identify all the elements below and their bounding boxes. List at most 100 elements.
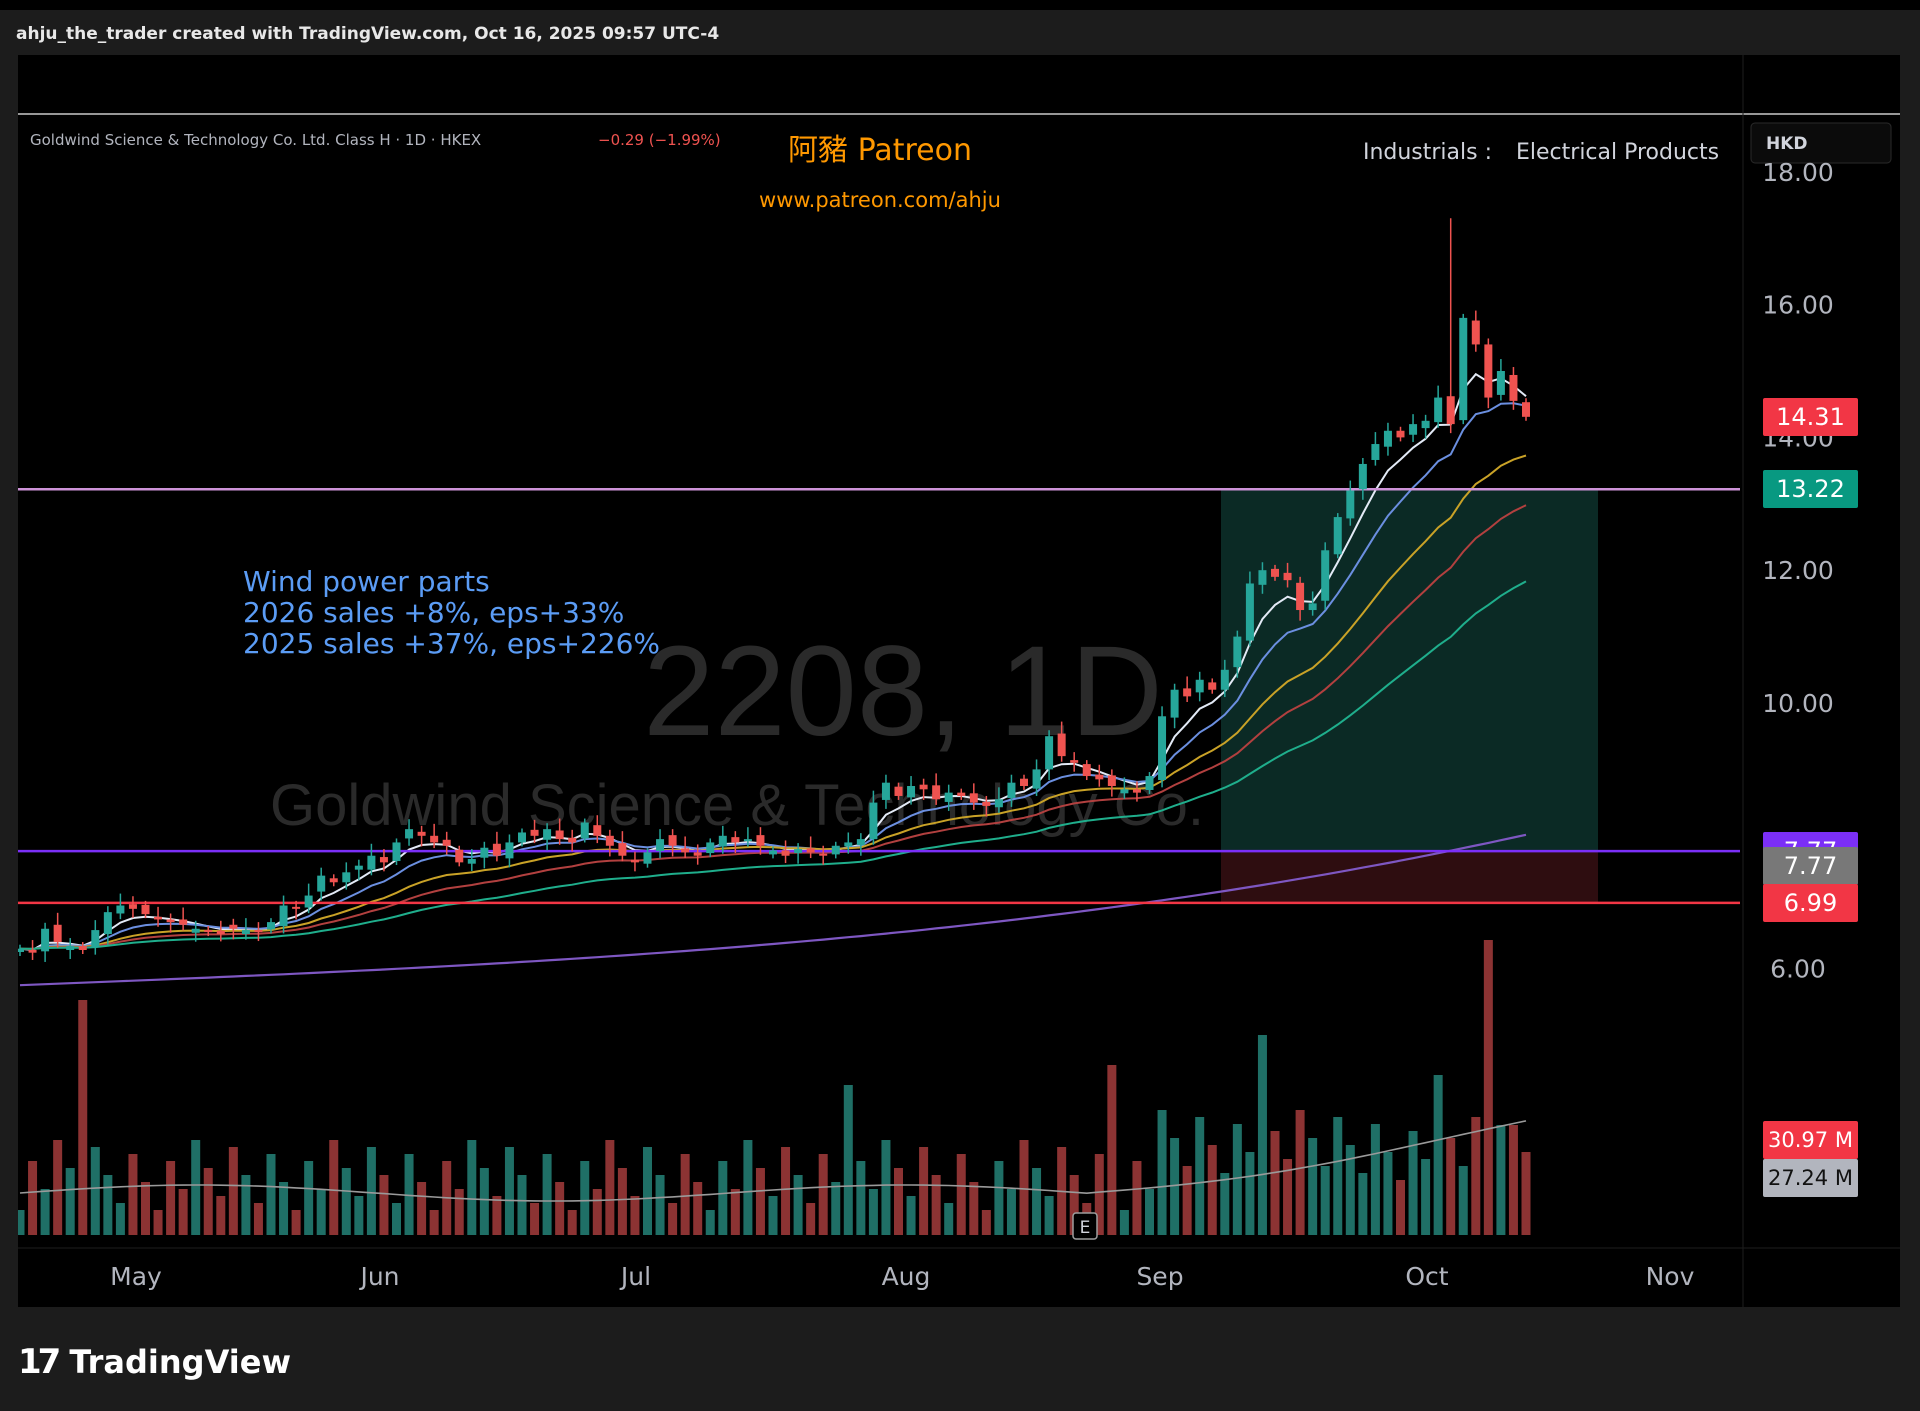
candle-body: [154, 916, 163, 920]
candle-body: [342, 872, 351, 883]
volume-bar: [1483, 940, 1493, 1235]
candle-body: [1459, 317, 1468, 421]
volume-bar: [1295, 1110, 1305, 1235]
volume-bar: [128, 1154, 138, 1235]
volume-bar: [592, 1189, 602, 1235]
volume-bar: [755, 1168, 765, 1235]
volume-bar: [1471, 1117, 1481, 1235]
volume-bar: [1270, 1131, 1280, 1235]
sector-label: Industrials :: [1363, 140, 1492, 165]
candle-body: [831, 845, 840, 855]
volume-bar: [241, 1175, 251, 1235]
candle-body: [1195, 679, 1204, 693]
volume-bar: [806, 1203, 816, 1235]
x-tick-label: Jun: [358, 1262, 399, 1291]
volume-bar: [53, 1140, 63, 1235]
volume-bar: [530, 1203, 540, 1235]
candle-body: [1233, 636, 1242, 668]
candle-body: [1208, 682, 1217, 690]
volume-bar: [166, 1161, 176, 1235]
candle-body: [1296, 582, 1305, 611]
volume-tag: 27.24 M: [1763, 1159, 1858, 1197]
volume-bar: [693, 1182, 703, 1235]
volume-bar: [831, 1182, 841, 1235]
x-tick-label: Nov: [1646, 1262, 1695, 1291]
tradingview-mark-icon: 17: [18, 1342, 61, 1382]
volume-bar: [1370, 1124, 1380, 1235]
candle-body: [329, 878, 338, 883]
candle-body: [480, 847, 489, 858]
candle-body: [932, 785, 941, 800]
candlestick-chart[interactable]: 2208, 1D Goldwind Science & Technology Co…: [18, 55, 1900, 1307]
volume-bar: [479, 1168, 489, 1235]
price-tag: 7.77: [1763, 846, 1858, 885]
patreon-url: www.patreon.com/ahju: [759, 188, 1001, 212]
currency-label: HKD: [1766, 134, 1808, 154]
volume-bar: [78, 1000, 88, 1235]
candle-body: [354, 865, 363, 870]
volume-bar: [1220, 1173, 1230, 1235]
volume-bar: [567, 1210, 577, 1235]
candle-body: [1245, 583, 1254, 641]
attribution: ahju_the_trader created with TradingView…: [16, 24, 720, 44]
volume-bar: [354, 1196, 364, 1235]
candle-body: [1333, 517, 1342, 555]
candle-body: [1509, 374, 1518, 401]
volume-bar: [718, 1161, 728, 1235]
candle-body: [618, 843, 627, 856]
chart-panel[interactable]: 2208, 1D Goldwind Science & Technology Co…: [18, 55, 1900, 1307]
volume-bar: [366, 1147, 376, 1235]
volume-bar: [981, 1210, 991, 1235]
candle-body: [1057, 733, 1066, 757]
candle-body: [743, 839, 752, 842]
volume-bar: [517, 1175, 527, 1235]
volume-bar: [542, 1154, 552, 1235]
volume-bar: [115, 1203, 125, 1235]
volume-bar: [1521, 1152, 1531, 1235]
candle-body: [1496, 371, 1505, 395]
candle-body: [756, 835, 765, 846]
candle-body: [994, 799, 1003, 808]
volume-bar: [605, 1140, 615, 1235]
candle-body: [505, 842, 514, 859]
tradingview-logo: 17 TradingView: [18, 1338, 291, 1386]
candle-body: [1107, 775, 1116, 786]
volume-bar: [279, 1182, 289, 1235]
volume-bar: [1496, 1125, 1506, 1235]
volume-bar: [994, 1161, 1004, 1235]
volume-bar: [1458, 1166, 1468, 1235]
volume-bar: [216, 1196, 226, 1235]
candle-body: [957, 792, 966, 796]
volume-bar: [668, 1203, 678, 1235]
volume-bar: [881, 1140, 891, 1235]
volume-bar: [1195, 1117, 1205, 1235]
patreon-title: 阿豬 Patreon: [788, 133, 972, 168]
volume-bar: [291, 1210, 301, 1235]
volume-bar: [1094, 1154, 1104, 1235]
volume-bar: [868, 1189, 878, 1235]
price-tag: 6.99: [1763, 883, 1858, 922]
note-line-0: Wind power parts: [243, 565, 490, 598]
candle-body: [229, 924, 238, 929]
candle-body: [1446, 396, 1455, 425]
candle-body: [292, 906, 301, 909]
candle-body: [881, 782, 890, 800]
volume-bar: [580, 1161, 590, 1235]
volume-bar: [153, 1210, 163, 1235]
volume-bar: [103, 1175, 113, 1235]
volume-bar: [1044, 1196, 1054, 1235]
volume-bar: [316, 1189, 326, 1235]
candle-body: [844, 842, 853, 847]
candle-body: [1170, 689, 1179, 718]
volume-bar: [730, 1189, 740, 1235]
candle-body: [794, 849, 803, 854]
volume-bar: [1308, 1138, 1318, 1235]
sector-value: Electrical Products: [1516, 140, 1719, 165]
target-zone: [1221, 489, 1598, 852]
volume-bar: [1245, 1152, 1255, 1235]
volume-bar: [404, 1154, 414, 1235]
candle-body: [430, 835, 439, 843]
watermark-code: 2208, 1D: [643, 620, 1163, 763]
volume-bar: [454, 1189, 464, 1235]
candle-body: [1183, 688, 1192, 697]
